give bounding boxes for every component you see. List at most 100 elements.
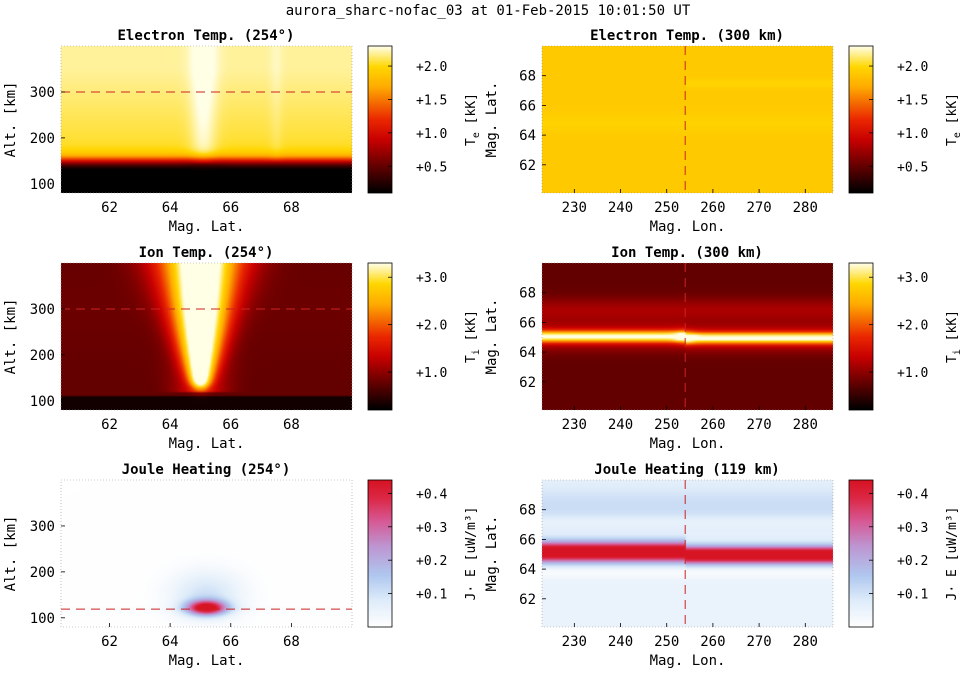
colorbar-tick-label: +0.3 — [416, 521, 447, 536]
chart-panel-2: Electron Temp. (300 km) 230 240 250 260 270 28… — [484, 28, 963, 235]
x-tick-label: 250 — [654, 634, 679, 650]
x-tick-label: 260 — [700, 200, 725, 216]
colorbar — [368, 46, 392, 193]
colorbar-label: Te [kK] — [945, 93, 963, 146]
x-tick-label: 62 — [101, 634, 118, 650]
colorbar-label-unit: [kK] — [945, 310, 960, 349]
colorbar-tick-label: +0.5 — [897, 160, 928, 175]
x-tick-label: 240 — [608, 200, 633, 216]
x-axis-label: Mag. Lat. — [169, 219, 245, 235]
heatmap-image — [61, 46, 352, 193]
colorbar-frame — [367, 262, 393, 411]
colorbar-tick-label: +1.0 — [416, 127, 447, 142]
x-tick-label: 62 — [101, 417, 118, 433]
chart-panel-1: Electron Temp. (254°) 62 64 66 68 100 200 300 Ma… — [3, 28, 482, 235]
colorbar-tick-label: +0.3 — [897, 521, 928, 536]
x-axis-label: Mag. Lon. — [650, 653, 726, 669]
panel-title: Electron Temp. (300 km) — [590, 28, 784, 44]
x-tick-label: 230 — [562, 634, 587, 650]
y-tick-label: 200 — [30, 565, 55, 581]
y-tick-label: 64 — [519, 128, 536, 144]
y-tick-label: 300 — [30, 519, 55, 535]
y-tick-label: 62 — [519, 158, 536, 174]
colorbar-tick-label: +0.2 — [416, 554, 447, 569]
colorbar-tick-label: +0.5 — [416, 160, 447, 175]
colorbar-tick-label: +1.0 — [897, 127, 928, 142]
colorbar — [368, 480, 392, 627]
y-tick-label: 64 — [519, 562, 536, 578]
panel-title: Ion Temp. (254°) — [139, 245, 274, 261]
panel-title: Joule Heating (119 km) — [594, 462, 779, 478]
x-tick-label: 230 — [562, 417, 587, 433]
colorbar-frame — [367, 45, 393, 194]
y-tick-label: 200 — [30, 348, 55, 364]
colorbar-tick-label: +0.4 — [416, 487, 447, 502]
y-tick-label: 100 — [30, 177, 55, 193]
colorbar-label-subscript: i — [952, 349, 963, 355]
x-tick-label: 68 — [283, 417, 300, 433]
colorbar — [368, 263, 392, 410]
x-tick-label: 64 — [162, 417, 179, 433]
colorbar — [849, 46, 873, 193]
colorbar — [849, 263, 873, 410]
heatmap-image — [542, 46, 833, 193]
colorbar-frame — [848, 262, 874, 411]
y-axis-label: Mag. Lat. — [484, 516, 500, 592]
figure-title: aurora_sharc-nofac_03 at 01-Feb-2015 10:… — [286, 3, 691, 19]
y-tick-label: 64 — [519, 345, 536, 361]
y-tick-label: 200 — [30, 131, 55, 147]
y-tick-label: 68 — [519, 69, 536, 85]
chart-panel-3: Ion Temp. (254°) 62 64 66 68 100 200 300 Mag. La… — [3, 245, 482, 452]
colorbar — [849, 480, 873, 627]
colorbar-tick-label: +2.0 — [897, 60, 928, 75]
x-tick-label: 230 — [562, 200, 587, 216]
colorbar-label-unit: [kK] — [464, 93, 479, 132]
colorbar-label: Ti [kK] — [945, 310, 963, 363]
x-tick-label: 270 — [746, 417, 771, 433]
colorbar-label-unit: [uW/m³] — [945, 507, 960, 570]
y-tick-label: 100 — [30, 611, 55, 627]
colorbar-tick-label: +2.0 — [897, 319, 928, 334]
heatmap-image — [61, 263, 352, 410]
colorbar-tick-label: +1.0 — [897, 366, 928, 381]
y-tick-label: 66 — [519, 98, 536, 114]
y-tick-label: 62 — [519, 375, 536, 391]
x-tick-label: 280 — [793, 634, 818, 650]
colorbar-label: J· E [uW/m³] — [945, 507, 960, 601]
chart-panel-6: Joule Heating (119 km) 230 240 250 260 270 280… — [484, 462, 960, 669]
colorbar-frame — [848, 45, 874, 194]
colorbar-tick-label: +1.5 — [416, 93, 447, 108]
colorbar-tick-label: +3.0 — [897, 271, 928, 286]
y-axis-label: Alt. [km] — [3, 516, 19, 592]
colorbar-tick-label: +3.0 — [416, 271, 447, 286]
x-axis-label: Mag. Lat. — [169, 436, 245, 452]
x-tick-label: 240 — [608, 634, 633, 650]
y-tick-label: 68 — [519, 503, 536, 519]
colorbar-label: J· E [uW/m³] — [464, 507, 479, 601]
colorbar-label-subscript: i — [471, 349, 482, 355]
x-tick-label: 64 — [162, 200, 179, 216]
x-axis-label: Mag. Lon. — [650, 219, 726, 235]
y-tick-label: 68 — [519, 286, 536, 302]
x-tick-label: 270 — [746, 634, 771, 650]
x-tick-label: 64 — [162, 634, 179, 650]
x-tick-label: 250 — [654, 200, 679, 216]
y-tick-label: 300 — [30, 85, 55, 101]
y-axis-label: Mag. Lat. — [484, 299, 500, 375]
colorbar-tick-label: +0.2 — [897, 554, 928, 569]
y-tick-label: 66 — [519, 315, 536, 331]
colorbar-tick-label: +2.0 — [416, 60, 447, 75]
x-tick-label: 66 — [222, 634, 239, 650]
heatmap-image — [542, 480, 833, 627]
colorbar-label-symbol: T — [464, 138, 479, 146]
heatmap-image — [542, 263, 833, 410]
panel-title: Ion Temp. (300 km) — [611, 245, 763, 261]
colorbar-label-symbol: J· E — [464, 569, 479, 600]
colorbar-label-unit: [kK] — [945, 93, 960, 132]
colorbar-tick-label: +0.4 — [897, 487, 928, 502]
x-tick-label: 68 — [283, 200, 300, 216]
y-tick-label: 300 — [30, 302, 55, 318]
colorbar-label-symbol: T — [945, 355, 960, 363]
y-axis-label: Mag. Lat. — [484, 82, 500, 158]
